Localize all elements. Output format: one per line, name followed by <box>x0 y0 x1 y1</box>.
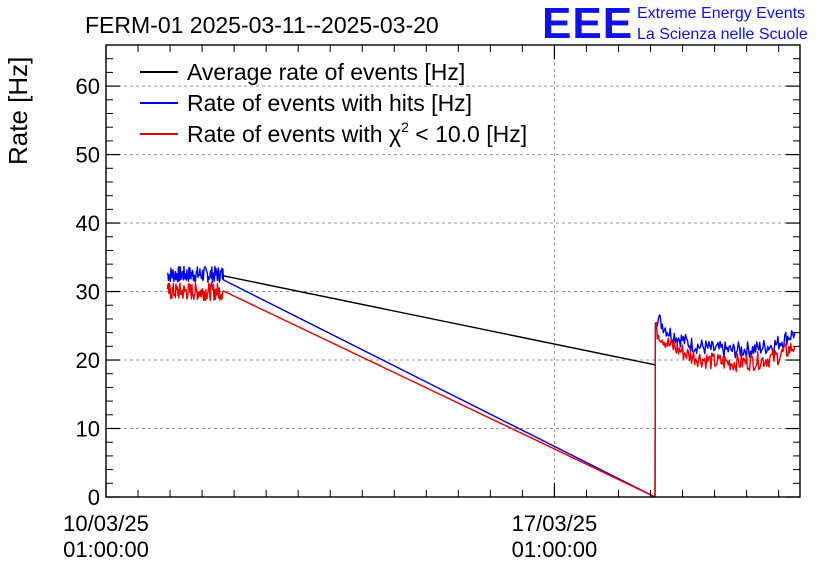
legend-label-hits: Rate of events with hits [Hz] <box>187 90 472 116</box>
legend-chi2-suffix: < 10.0 [Hz] <box>409 121 527 147</box>
legend-chi2-sup: 2 <box>401 119 409 135</box>
x-tick-label-time: 01:00:00 <box>512 537 598 562</box>
logo-line2: La Scienza nelle Scuole <box>637 26 808 43</box>
series-lines <box>166 265 796 498</box>
y-tick-label: 60 <box>76 74 100 99</box>
legend-chi2-prefix: Rate of events with <box>187 121 389 147</box>
legend-chi2-symbol: χ <box>389 121 401 147</box>
legend-label-chi2: Rate of events with χ2 < 10.0 [Hz] <box>187 119 527 147</box>
chart-title: FERM-01 2025-03-11--2025-03-20 <box>85 12 439 38</box>
series-chi2 <box>166 282 796 498</box>
series-line <box>166 282 656 498</box>
series-line <box>166 265 656 498</box>
series-hits <box>166 265 796 498</box>
y-tick-label: 20 <box>76 348 100 373</box>
x-tick-label-time: 01:00:00 <box>63 537 149 562</box>
legend: Average rate of events [Hz] Rate of even… <box>140 59 527 147</box>
y-tick-label: 50 <box>76 143 100 168</box>
y-axis-label: Rate [Hz] <box>3 57 33 165</box>
logo-mark: EEE <box>542 0 633 48</box>
y-tick-label: 30 <box>76 280 100 305</box>
plot-frame <box>105 44 801 498</box>
grid-lines <box>106 45 800 497</box>
y-tick-label: 0 <box>88 485 100 510</box>
eee-logo: EEE Extreme Energy Events La Scienza nel… <box>542 0 808 48</box>
x-tick-label-date: 10/03/25 <box>63 511 149 536</box>
y-tick-label: 10 <box>76 417 100 442</box>
legend-label-average: Average rate of events [Hz] <box>187 59 465 85</box>
series-average <box>223 275 656 366</box>
series-line <box>654 314 796 498</box>
x-tick-label-date: 17/03/25 <box>512 511 598 536</box>
y-tick-label: 40 <box>76 211 100 236</box>
series-line <box>654 321 796 498</box>
axis-ticks <box>105 45 800 498</box>
logo-line1: Extreme Energy Events <box>637 5 805 22</box>
series-line <box>223 275 656 366</box>
y-tick-labels: 0 10 20 30 40 50 60 <box>76 74 100 510</box>
